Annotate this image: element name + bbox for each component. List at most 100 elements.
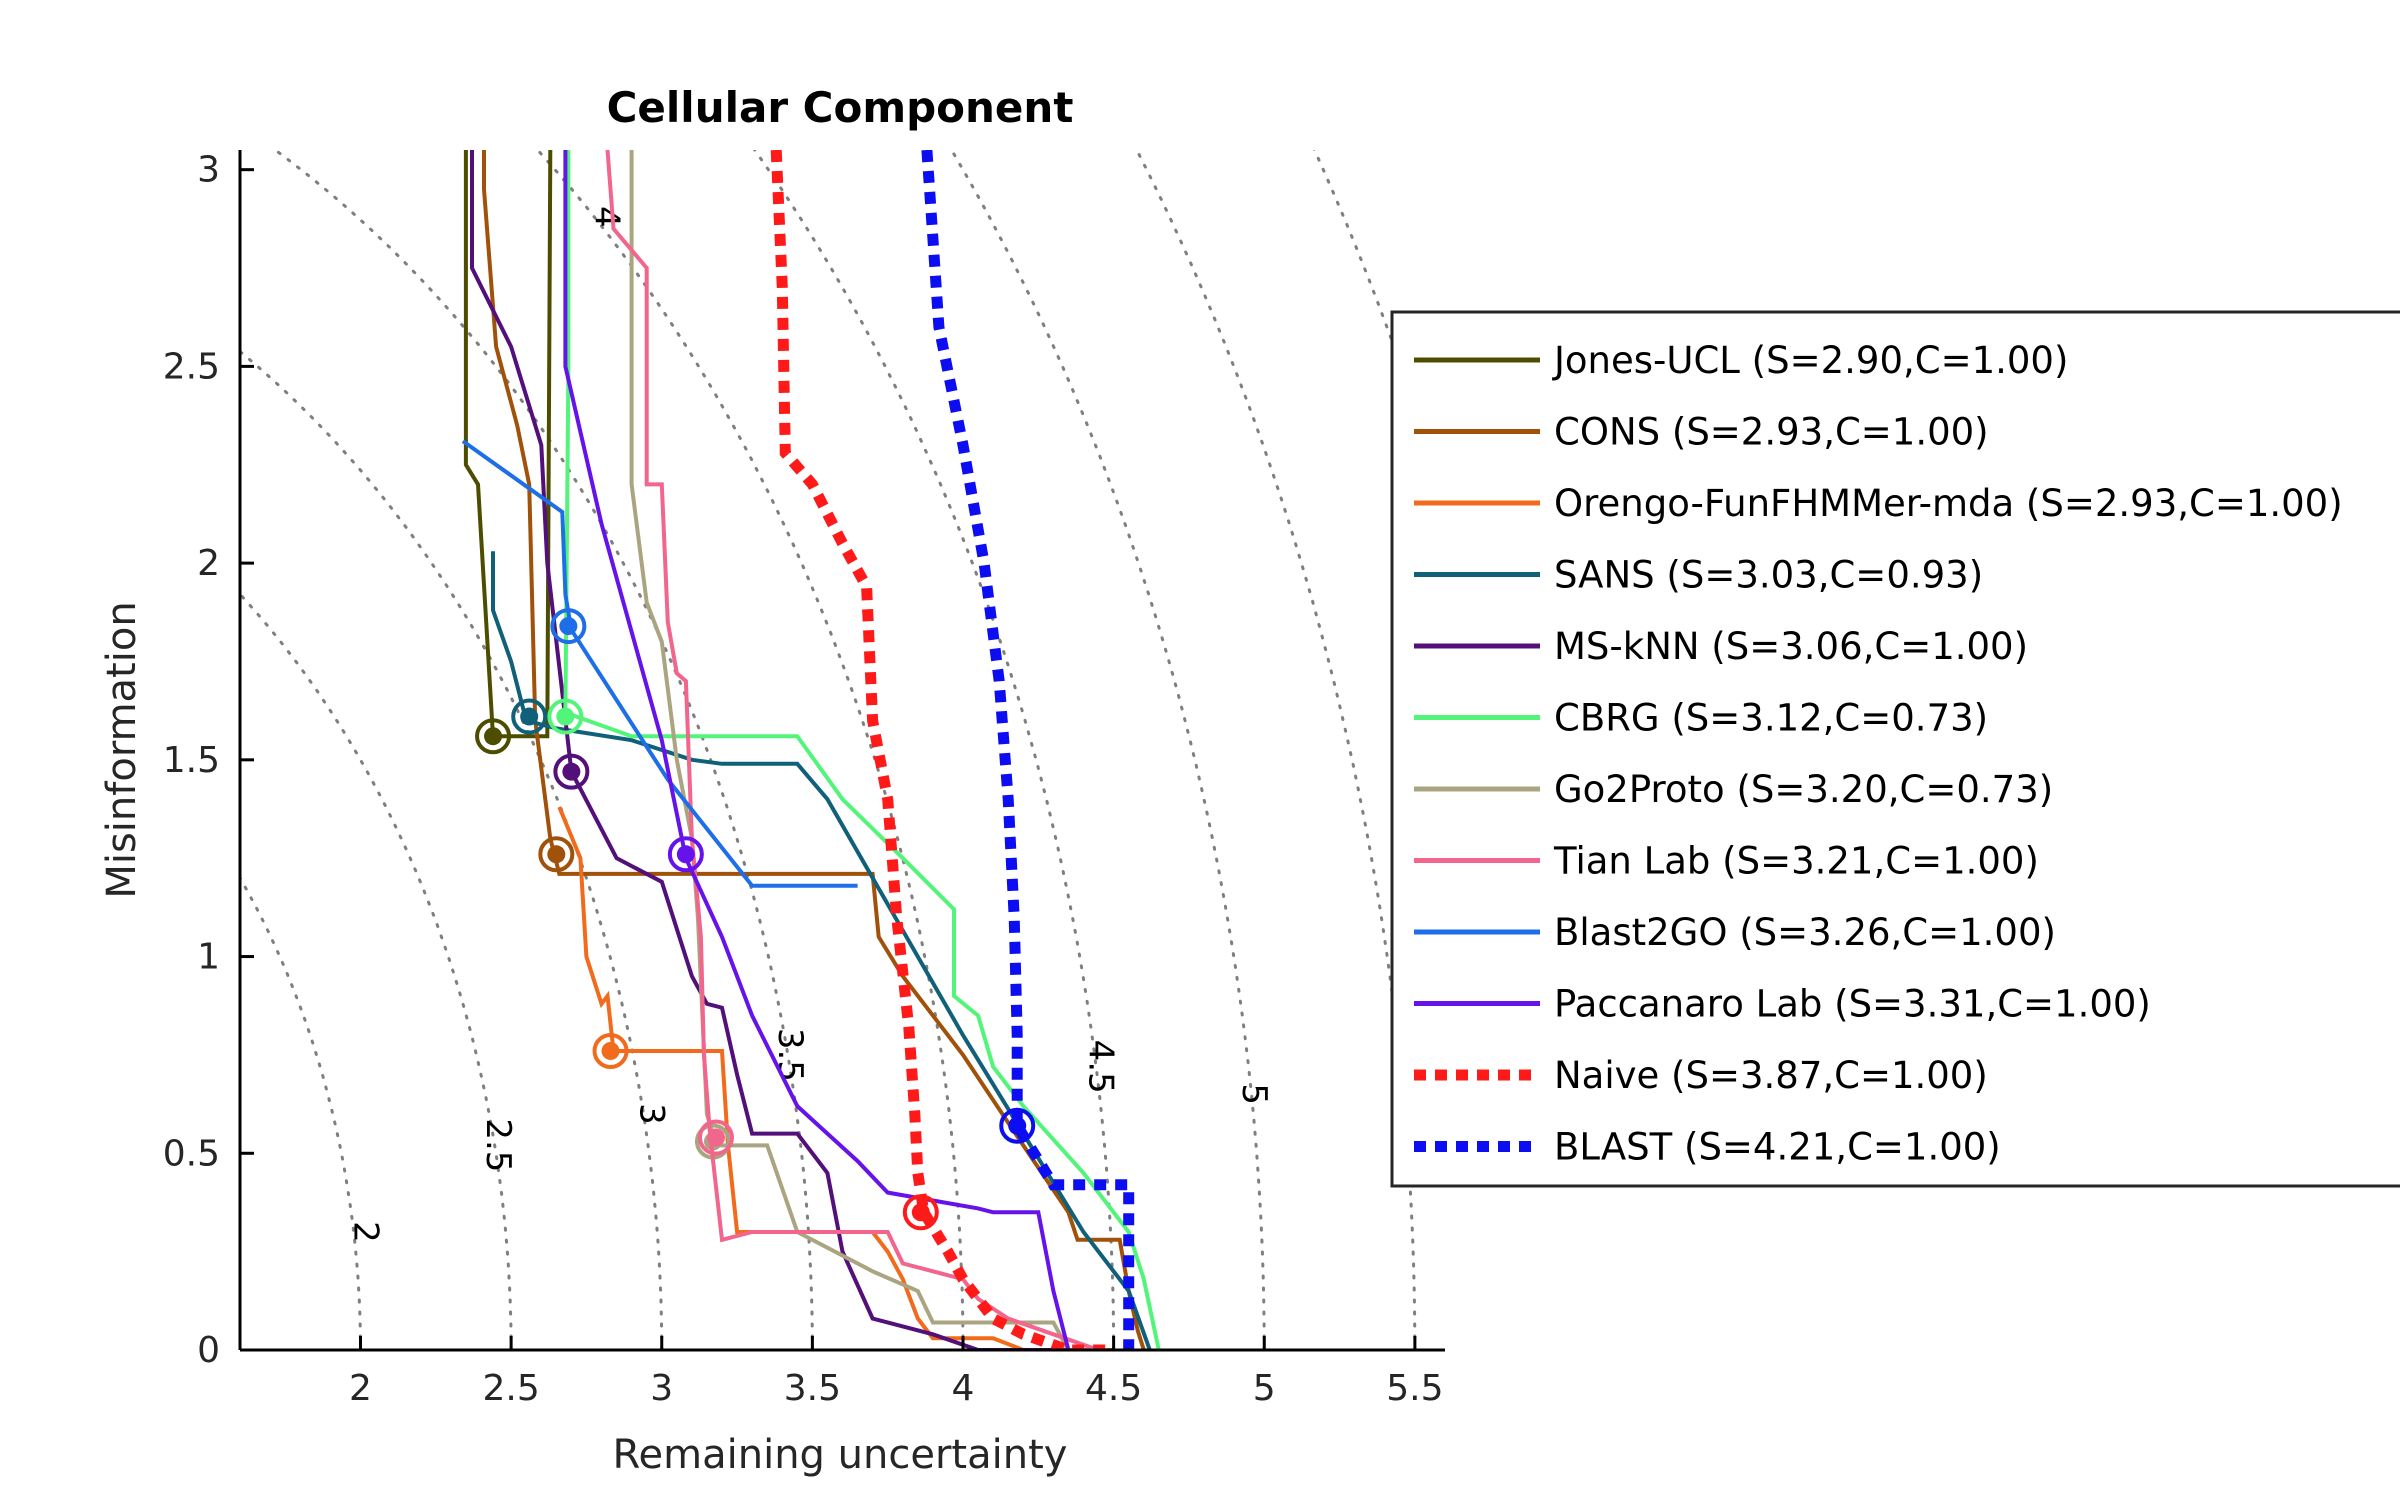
legend-label: MS-kNN (S=3.06,C=1.00) (1554, 625, 2028, 668)
legend-entry: BLAST (S=4.21,C=1.00) (1414, 1126, 2001, 1169)
legend-label: Tian Lab (S=3.21,C=1.00) (1553, 840, 2039, 883)
axes: 2 2.5 3 3.5 4 4.5 5 5.5 0 0.5 1 1.5 2 2.5 3 (163, 150, 1445, 1409)
contour-line (240, 349, 664, 1350)
x-tick-label: 5.5 (1386, 1368, 1443, 1409)
legend-label: CONS (S=2.93,C=1.00) (1554, 411, 1989, 454)
series-10 (770, 150, 1114, 1350)
x-tick-label: 5 (1253, 1368, 1276, 1409)
chart-title: Cellular Component (607, 83, 1074, 132)
series-marker-ring (475, 718, 512, 755)
series-marker-dot (676, 845, 695, 864)
legend: Jones-UCL (S=2.90,C=1.00) CONS (S=2.93,C=… (1390, 310, 2400, 1188)
series-line (470, 150, 1069, 1350)
legend-label: Go2Proto (S=3.20,C=0.73) (1554, 768, 2053, 811)
series-5 (547, 150, 1161, 1350)
legend-label: BLAST (S=4.21,C=1.00) (1554, 1126, 2001, 1169)
x-tick-label: 3.5 (784, 1368, 841, 1409)
series-4 (470, 150, 1069, 1350)
x-tick-label: 2 (349, 1368, 372, 1409)
legend-entry: Orengo-FunFHMMer-mda (S=2.93,C=1.00) (1414, 482, 2343, 525)
series-marker-dot (1008, 1116, 1027, 1135)
series-line (482, 150, 1146, 1350)
legend-entry: Naive (S=3.87,C=1.00) (1414, 1054, 1988, 1097)
y-tick-label: 0 (197, 1330, 220, 1371)
series-marker-ring (553, 753, 590, 790)
series-7 (605, 150, 1100, 1350)
contour-label: 3 (632, 1103, 672, 1125)
series-marker-ring (667, 836, 704, 873)
contour-label: 5 (1234, 1083, 1274, 1105)
legend-label: Orengo-FunFHMMer-mda (S=2.93,C=1.00) (1554, 482, 2343, 525)
legend-label: Blast2GO (S=3.26,C=1.00) (1554, 911, 2056, 954)
legend-entry: Go2Proto (S=3.20,C=0.73) (1414, 768, 2053, 811)
y-tick-label: 2.5 (163, 346, 220, 387)
series-11 (921, 150, 1135, 1350)
legend-entry: SANS (S=3.03,C=0.93) (1414, 554, 1983, 597)
contour-label: 4 (586, 206, 626, 228)
y-tick-label: 0.5 (163, 1133, 220, 1174)
series-0 (463, 150, 553, 755)
legend-label: Naive (S=3.87,C=1.00) (1554, 1054, 1988, 1097)
contour-layer (240, 150, 1445, 1350)
legend-entry: CONS (S=2.93,C=1.00) (1414, 411, 1989, 454)
series-marker-dot (911, 1203, 930, 1222)
series-marker-ring (999, 1107, 1036, 1144)
legend-label: CBRG (S=3.12,C=0.73) (1554, 697, 1988, 740)
series-line (463, 150, 553, 739)
contour-line (535, 150, 965, 1350)
legend-entry: Paccanaro Lab (S=3.31,C=1.00) (1414, 983, 2151, 1026)
series-marker-ring (697, 1119, 734, 1156)
y-tick-label: 1 (197, 937, 220, 978)
contour-label-layer: 2 2.5 3 3.5 4 4.5 5 (345, 206, 1274, 1243)
series-8 (461, 439, 858, 888)
legend-entry: Jones-UCL (S=2.90,C=1.00) (1414, 339, 2068, 382)
series-marker-ring (511, 698, 548, 735)
contour-line (240, 592, 513, 1350)
series-line (921, 150, 1135, 1350)
series-marker-dot (556, 707, 575, 726)
contour-line (1135, 150, 1417, 1350)
series-marker-ring (902, 1194, 939, 1231)
x-axis-label: Remaining uncertainty (613, 1432, 1068, 1478)
legend-label: Jones-UCL (S=2.90,C=1.00) (1552, 339, 2068, 382)
series-marker-ring (550, 608, 587, 645)
series-line (605, 150, 1100, 1350)
series-marker-ring (547, 698, 584, 735)
x-tick-label: 2.5 (482, 1368, 539, 1409)
series-2 (557, 806, 1114, 1350)
series-marker-ring (592, 1032, 629, 1069)
y-tick-label: 2 (197, 543, 220, 584)
series-line (629, 150, 1071, 1350)
series-marker-ring (538, 836, 575, 873)
legend-entry: MS-kNN (S=3.06,C=1.00) (1414, 625, 2028, 668)
x-tick-label: 4.5 (1085, 1368, 1142, 1409)
series-marker-dot (706, 1128, 725, 1147)
contour-line (240, 874, 362, 1350)
x-tick-label: 3 (650, 1368, 673, 1409)
series-9 (563, 150, 1071, 1350)
legend-entry: CBRG (S=3.12,C=0.73) (1414, 697, 1988, 740)
series-marker-dot (520, 707, 539, 726)
series-line (770, 150, 1114, 1350)
series-6 (629, 150, 1071, 1350)
series-marker-dot (562, 762, 581, 781)
x-tick-label: 4 (952, 1368, 975, 1409)
y-axis-label: Misinformation (99, 601, 145, 898)
series-layer (461, 150, 1161, 1350)
series-marker-dot (601, 1041, 620, 1060)
legend-entry: Tian Lab (S=3.21,C=1.00) (1414, 840, 2039, 883)
legend-label: SANS (S=3.03,C=0.93) (1554, 554, 1983, 597)
series-line (461, 439, 858, 888)
series-line (557, 806, 1114, 1350)
y-tick-label: 1.5 (163, 740, 220, 781)
series-1 (482, 150, 1146, 1350)
contour-label: 2 (345, 1221, 385, 1243)
contour-label: 4.5 (1081, 1040, 1121, 1094)
y-tick-label: 3 (197, 150, 220, 191)
series-line (563, 150, 1071, 1350)
contour-label: 3.5 (770, 1028, 810, 1082)
series-marker-dot (559, 617, 578, 636)
contour-line (272, 150, 814, 1350)
legend-label: Paccanaro Lab (S=3.31,C=1.00) (1554, 983, 2151, 1026)
